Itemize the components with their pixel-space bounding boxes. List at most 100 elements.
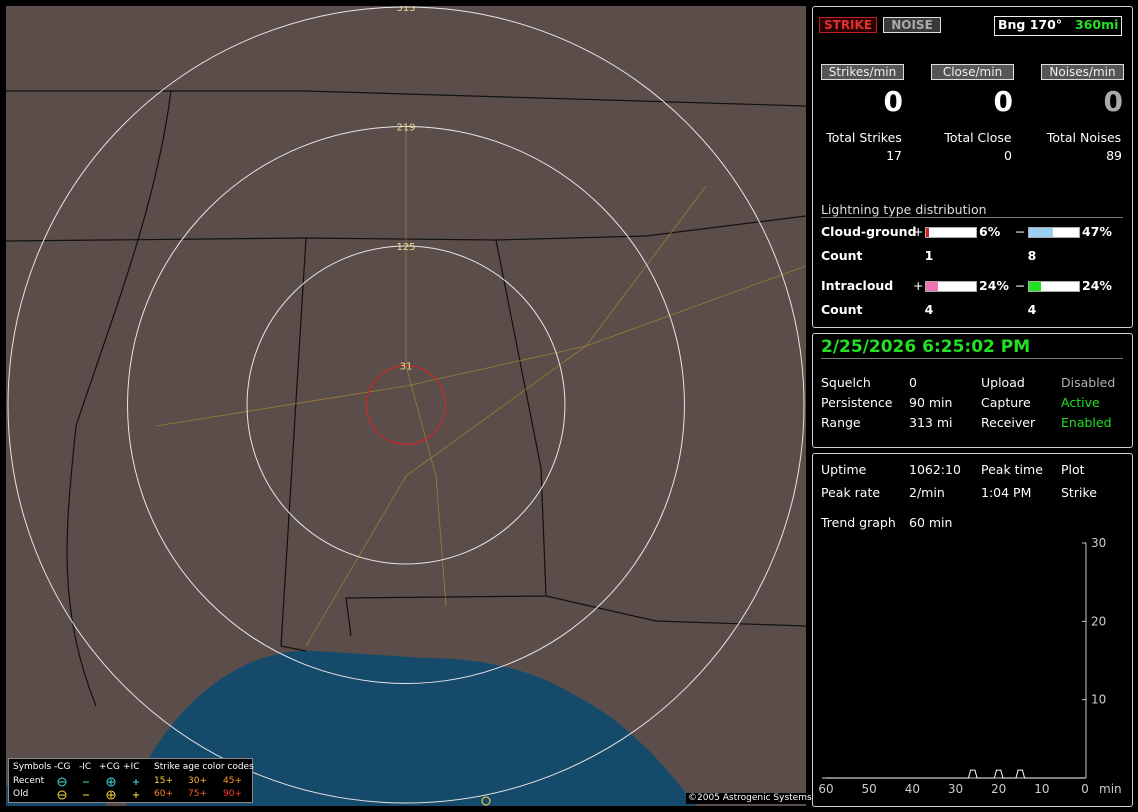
percent: 24% <box>979 278 1009 293</box>
map: 313 219 125 31 <box>6 6 806 806</box>
legend: Symbols -CG -IC +CG +IC Strike age color… <box>8 758 254 803</box>
mode-button[interactable]: NOISE <box>883 17 941 33</box>
range-ring <box>366 365 446 445</box>
sign: − <box>1015 278 1026 293</box>
percent: 6% <box>979 224 1001 239</box>
total-label: Total Noises <box>1046 130 1122 145</box>
stat: 1062:10 <box>909 462 961 477</box>
legend-row: Old <box>13 789 29 799</box>
field-label: Squelch <box>821 375 871 390</box>
sign: + <box>913 224 924 239</box>
ring-label: 31 <box>400 362 413 373</box>
distribution-title: Lightning type distribution <box>821 202 987 217</box>
rate-label: Strikes/min <box>821 64 904 80</box>
age-code: 90+ <box>223 789 242 799</box>
count: 1 <box>924 248 934 263</box>
bar <box>926 228 929 237</box>
bar <box>926 282 938 291</box>
bearing-box <box>994 16 1122 36</box>
count-label: Count <box>821 248 863 263</box>
legend-title: Symbols <box>13 762 52 772</box>
legend-column: +CG <box>99 762 120 772</box>
age-code: 15+ <box>154 776 173 786</box>
rate-label: Close/min <box>931 64 1014 80</box>
x-tick-label: 60 <box>818 782 833 796</box>
total-label: Total Close <box>944 130 1012 145</box>
legend-age-title: Strike age color codes <box>154 762 254 772</box>
stat: 1:04 PM <box>981 485 1032 500</box>
state-value: Disabled <box>1061 375 1116 390</box>
sign: + <box>913 278 924 293</box>
legend-column: -CG <box>54 762 71 772</box>
type-name: Intracloud <box>821 278 894 293</box>
trend-line <box>826 769 1085 779</box>
trend-chart: 10 20 30 60 50 40 30 20 10 0 min <box>818 536 1122 796</box>
panel-counts <box>812 6 1133 328</box>
bearing: Bng 170° <box>998 17 1063 32</box>
count: 4 <box>924 302 934 317</box>
ring-label: 219 <box>396 123 415 134</box>
rate-label: Noises/min <box>1041 64 1124 80</box>
range-ring <box>127 126 685 684</box>
stat: 2/min <box>909 485 945 500</box>
sign: − <box>1015 224 1026 239</box>
gulf <box>126 650 696 806</box>
state-label: Capture <box>981 395 1031 410</box>
x-tick-label: 30 <box>948 782 963 796</box>
datetime: 2/25/2026 6:25:02 PM <box>821 337 1031 357</box>
range-ring <box>246 245 566 565</box>
x-unit: min <box>1099 782 1122 796</box>
x-tick-label: 20 <box>991 782 1006 796</box>
field-value: 313 mi <box>909 415 953 430</box>
percent: 24% <box>1082 278 1112 293</box>
ring-label: 125 <box>396 242 415 253</box>
state-label: Receiver <box>981 415 1036 430</box>
x-tick-label: 0 <box>1081 782 1089 796</box>
rate-value: 0 <box>993 85 1013 118</box>
rate-value: 0 <box>883 85 903 118</box>
age-code: 30+ <box>188 776 207 786</box>
total-label: Total Strikes <box>826 130 902 145</box>
bar <box>1029 282 1041 291</box>
state-value: Active <box>1061 395 1100 410</box>
stat: Uptime <box>821 462 867 477</box>
copyright: ©2005 Astrogenic Systems <box>686 793 814 804</box>
y-tick-label: 30 <box>1091 536 1106 550</box>
legend-row: Recent <box>13 776 45 786</box>
total-value: 0 <box>1004 148 1012 163</box>
legend-column: -IC <box>79 762 92 772</box>
borders <box>6 90 806 707</box>
mode-button[interactable]: STRIKE <box>819 17 877 33</box>
age-code: 45+ <box>223 776 242 786</box>
stat: Plot <box>1061 462 1085 477</box>
total-value: 89 <box>1106 148 1122 163</box>
strike-symbol <box>481 796 491 806</box>
field-label: Persistence <box>821 395 893 410</box>
type-name: Cloud-ground <box>821 224 917 239</box>
trend-span: 60 min <box>909 515 953 530</box>
panel-stats <box>812 453 1133 807</box>
divider <box>821 358 1123 359</box>
age-code: 60+ <box>154 789 173 799</box>
state-value: Enabled <box>1061 415 1112 430</box>
x-tick-label: 10 <box>1034 782 1049 796</box>
y-tick-label: 10 <box>1091 693 1106 707</box>
bar-track <box>1028 227 1080 238</box>
bar-track <box>925 281 977 292</box>
stat: Strike <box>1061 485 1097 500</box>
y-tick-label: 20 <box>1091 614 1106 628</box>
stat: Peak time <box>981 462 1043 477</box>
field-value: 90 min <box>909 395 953 410</box>
bar-track <box>1028 281 1080 292</box>
ring-label: 313 <box>396 6 415 14</box>
panel-status <box>812 333 1133 448</box>
trend-label: Trend graph <box>821 515 896 530</box>
age-code: 75+ <box>188 789 207 799</box>
count-label: Count <box>821 302 863 317</box>
field-value: 0 <box>909 375 917 390</box>
rate-value: 0 <box>1103 85 1123 118</box>
count: 4 <box>1027 302 1037 317</box>
bar <box>1029 228 1053 237</box>
divider <box>821 217 1123 218</box>
